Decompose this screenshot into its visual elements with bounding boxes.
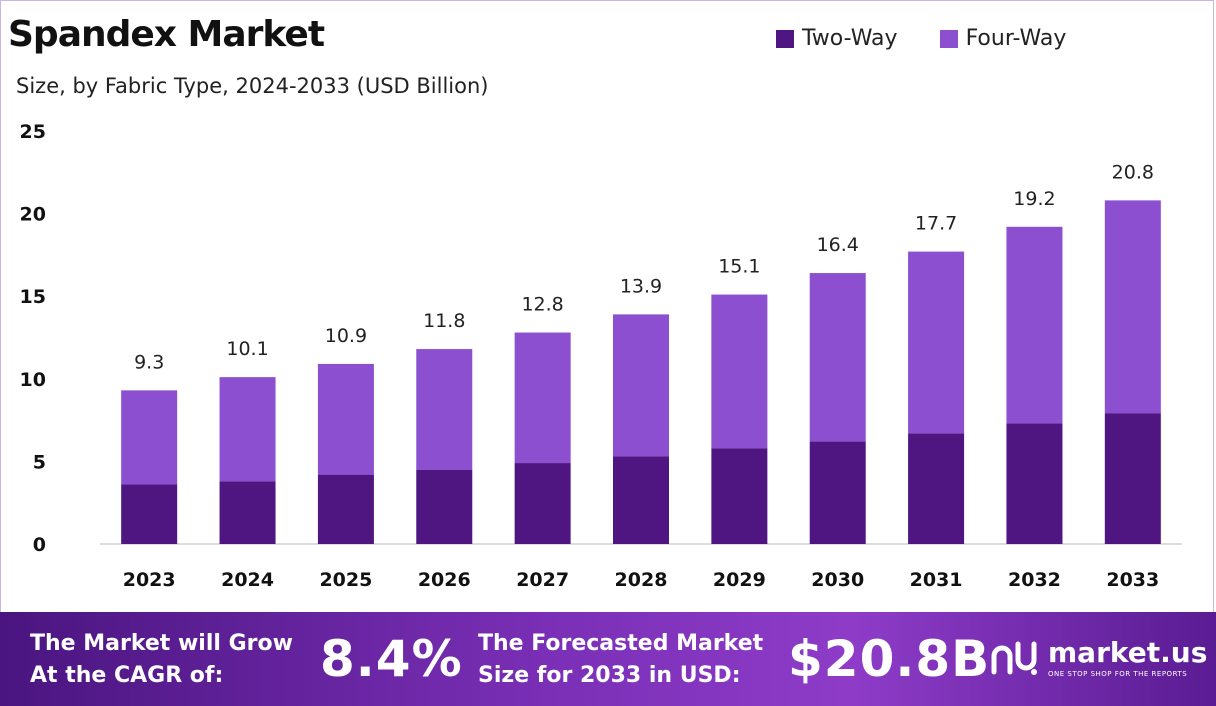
bar-segment-four-way [711, 294, 768, 449]
bar-segment-four-way [416, 349, 473, 470]
y-tick-label: 10 [20, 369, 46, 391]
legend-swatch-two-way [776, 29, 794, 48]
y-tick-label: 20 [20, 204, 46, 226]
cagr-label-line2: At the CAGR of: [30, 663, 224, 688]
market-us-logo-icon [991, 641, 1037, 675]
bar-segment-two-way [809, 441, 866, 544]
x-tick-label: 2031 [910, 569, 963, 591]
forecast-label: The Forecasted Market Size for 2033 in U… [478, 628, 763, 692]
legend-item-two-way: Two-Way [776, 26, 898, 51]
summary-banner: The Market will Grow At the CAGR of: 8.4… [0, 612, 1216, 706]
bar-total-label: 12.8 [521, 294, 563, 316]
bar-segment-four-way [1006, 226, 1063, 424]
legend-item-four-way: Four-Way [939, 26, 1067, 51]
legend-label-four-way: Four-Way [965, 26, 1067, 51]
forecast-label-line1: The Forecasted Market [478, 631, 764, 656]
x-tick-label: 2029 [713, 569, 766, 591]
forecast-value: $20.8B [788, 630, 991, 688]
bar-segment-two-way [711, 448, 768, 544]
x-tick-label: 2024 [221, 569, 274, 591]
bar-total-label: 13.9 [620, 275, 662, 297]
x-tick-label: 2032 [1008, 569, 1061, 591]
bar-total-label: 15.1 [718, 256, 760, 278]
chart-title: Spandex Market [8, 14, 325, 55]
bar-segment-two-way [514, 463, 571, 544]
x-tick-label: 2028 [615, 569, 668, 591]
bar-segment-four-way [1104, 200, 1161, 414]
bar-segment-four-way [908, 251, 965, 434]
stacked-bar-chart: 05101520259.3202310.1202410.9202511.8202… [20, 121, 1182, 591]
legend-swatch-four-way [939, 29, 958, 48]
brand-name: market.us [1048, 635, 1208, 669]
bar-total-label: 20.8 [1112, 161, 1154, 183]
y-tick-label: 15 [20, 286, 46, 308]
x-tick-label: 2033 [1106, 569, 1159, 591]
bar-segment-two-way [1104, 413, 1161, 544]
y-tick-label: 5 [33, 451, 46, 473]
cagr-label: The Market will Grow At the CAGR of: [30, 628, 293, 692]
bar-segment-two-way [416, 469, 473, 544]
y-tick-label: 25 [20, 121, 46, 143]
bar-total-label: 9.3 [134, 351, 164, 373]
bar-segment-two-way [908, 433, 965, 544]
bar-total-label: 11.8 [423, 310, 465, 332]
x-tick-label: 2023 [123, 569, 176, 591]
brand-tagline: ONE STOP SHOP FOR THE REPORTS [1048, 669, 1188, 678]
chart-legend: Two-Way Four-Way [776, 26, 1066, 51]
x-tick-label: 2026 [418, 569, 471, 591]
x-tick-label: 2030 [811, 569, 864, 591]
bar-total-label: 19.2 [1013, 188, 1055, 210]
cagr-label-line1: The Market will Grow [30, 631, 293, 656]
bar-segment-two-way [121, 484, 178, 544]
bar-segment-four-way [317, 363, 374, 475]
bar-segment-four-way [219, 377, 276, 482]
x-tick-label: 2027 [516, 569, 569, 591]
y-tick-label: 0 [33, 534, 46, 556]
forecast-label-line2: Size for 2033 in USD: [478, 663, 741, 688]
bar-segment-two-way [613, 456, 669, 544]
bar-total-label: 16.4 [817, 234, 859, 256]
cagr-value: 8.4% [320, 630, 463, 688]
bar-segment-four-way [514, 332, 571, 464]
bar-segment-four-way [121, 390, 178, 485]
bar-segment-two-way [1006, 423, 1063, 544]
bar-segment-two-way [317, 474, 374, 544]
bar-total-label: 10.1 [226, 338, 268, 360]
brand-logo: market.us ONE STOP SHOP FOR THE REPORTS [990, 638, 1207, 678]
bar-segment-two-way [219, 481, 276, 544]
bar-total-label: 10.9 [325, 325, 367, 347]
x-tick-label: 2025 [319, 569, 372, 591]
legend-label-two-way: Two-Way [802, 26, 898, 51]
bar-segment-four-way [809, 273, 866, 442]
bar-total-label: 17.7 [915, 213, 957, 235]
bar-segment-four-way [613, 314, 669, 457]
chart-subtitle: Size, by Fabric Type, 2024-2033 (USD Bil… [16, 74, 489, 98]
